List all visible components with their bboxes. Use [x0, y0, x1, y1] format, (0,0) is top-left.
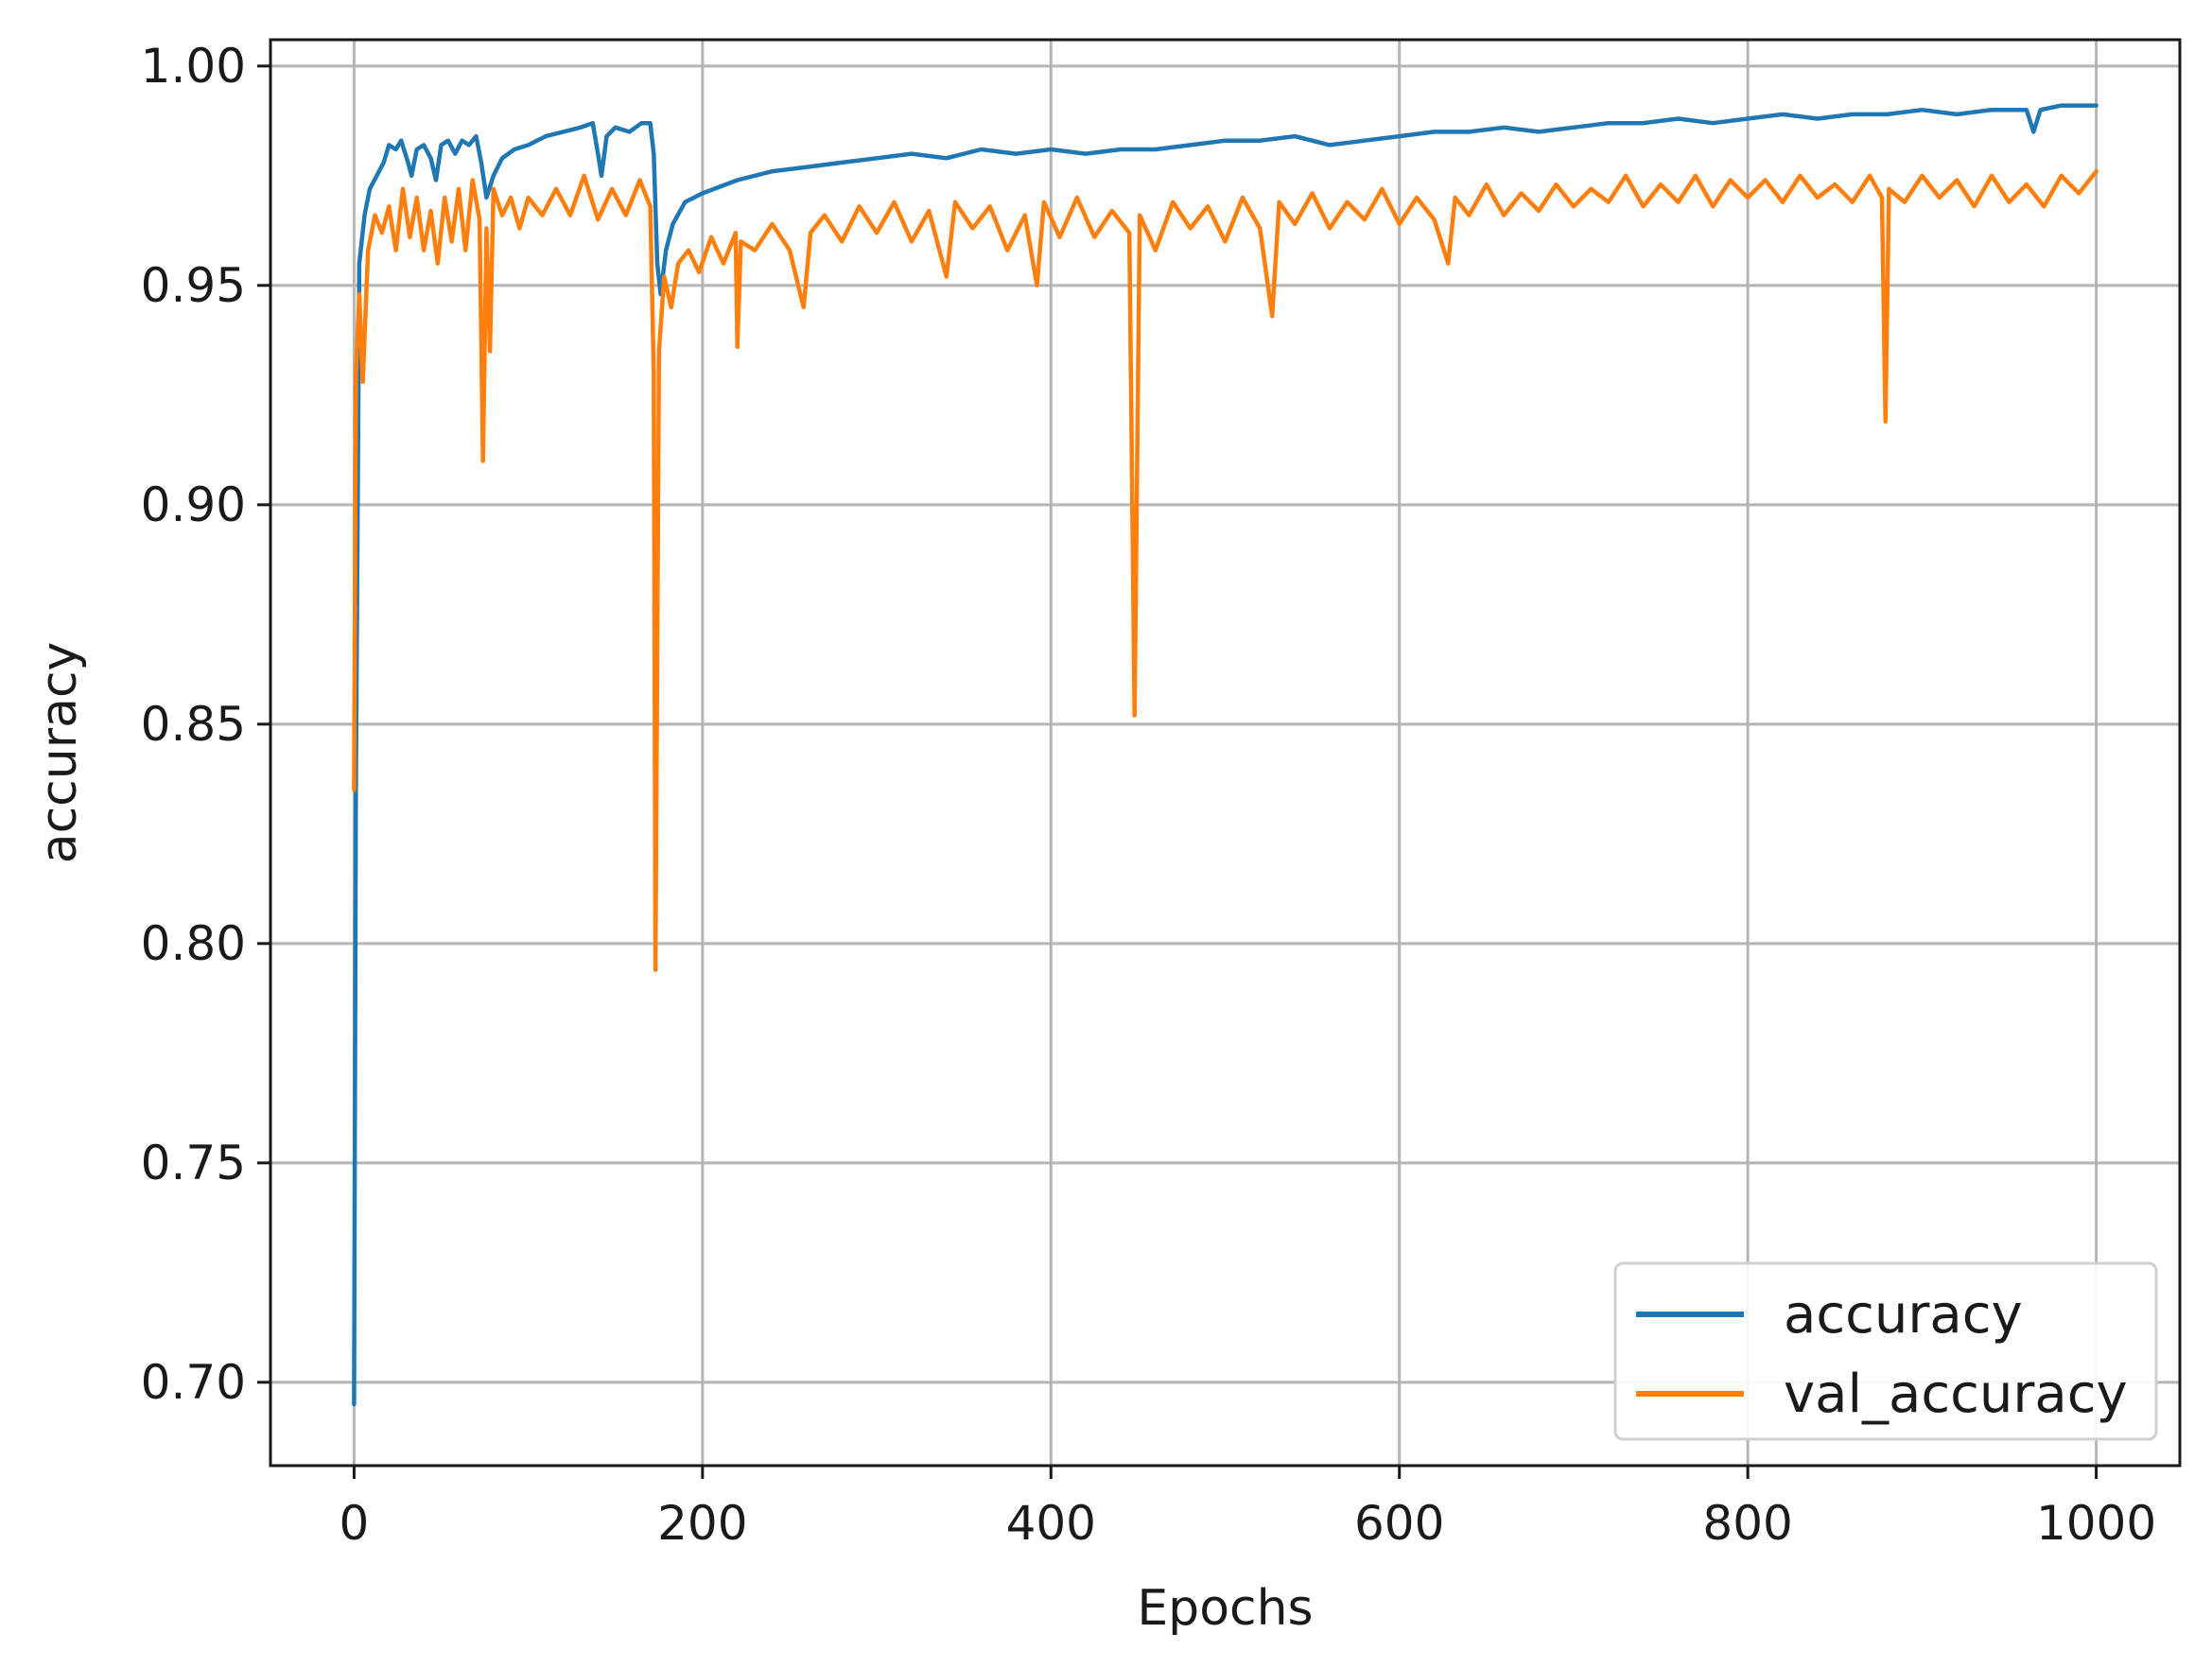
x-tick-label: 200 — [657, 1496, 747, 1551]
y-axis-label: accuracy — [31, 642, 88, 864]
x-tick-label: 400 — [1006, 1496, 1096, 1551]
y-tick-label: 0.75 — [141, 1136, 246, 1190]
x-axis-label: Epochs — [1137, 1580, 1313, 1637]
plot-area — [352, 103, 2099, 1407]
y-tick-label: 0.90 — [141, 478, 246, 532]
legend-box — [1613, 1261, 2158, 1441]
x-tick-label: 0 — [340, 1496, 370, 1551]
legend-label-accuracy: accuracy — [1784, 1284, 2023, 1346]
series-line-val-accuracy — [352, 168, 2099, 972]
legend: accuracy val_accuracy — [1613, 1261, 2158, 1441]
y-tick-label: 0.70 — [141, 1355, 246, 1410]
x-tick-label: 1000 — [2036, 1496, 2156, 1551]
x-tick-label: 600 — [1354, 1496, 1444, 1551]
plot-frame — [269, 38, 2182, 1468]
y-tick-label: 0.85 — [141, 697, 246, 752]
legend-label-val-accuracy: val_accuracy — [1784, 1364, 2128, 1425]
y-tick-label: 1.00 — [141, 39, 246, 94]
y-tick-label: 0.95 — [141, 258, 246, 313]
axes-ticks: 0 200 400 600 800 1000 0.70 0.75 0.80 0.85 0.90 0.9… — [141, 39, 2157, 1551]
y-tick-label: 0.80 — [141, 916, 246, 971]
series-line-accuracy — [352, 103, 2099, 1407]
x-tick-label: 800 — [1702, 1496, 1792, 1551]
grid — [270, 40, 2180, 1466]
